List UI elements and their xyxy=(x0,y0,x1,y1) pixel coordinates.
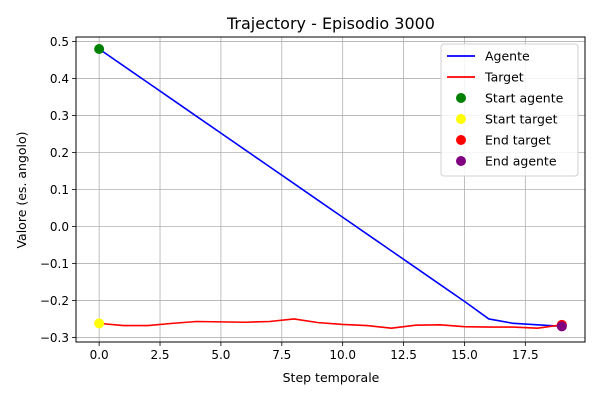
x-tick-label: 15.0 xyxy=(451,348,478,362)
legend-swatch-start-target xyxy=(456,114,466,124)
x-tick-label: 10.0 xyxy=(329,348,356,362)
x-tick-label: 0.0 xyxy=(90,348,109,362)
y-tick-label: 0.4 xyxy=(50,72,69,86)
y-tick-label: −0.3 xyxy=(40,331,69,345)
x-axis-ticks: 0.0 2.5 5.0 7.5 10.0 12.5 15.0 17.5 xyxy=(90,342,539,362)
marker-layer xyxy=(94,43,567,332)
legend-label-end-target: End target xyxy=(485,133,551,148)
y-axis-ticks: −0.3 −0.2 −0.1 0.0 0.1 0.2 0.3 0.4 0.5 xyxy=(40,35,76,345)
legend: Agente Target Start agente Start target End … xyxy=(440,43,579,177)
y-tick-label: 0.0 xyxy=(50,220,69,234)
y-tick-label: 0.1 xyxy=(50,183,69,197)
x-tick-label: 2.5 xyxy=(150,348,169,362)
legend-label-agente: Agente xyxy=(485,49,530,64)
series-line-agente xyxy=(98,48,562,328)
legend-label-start-target: Start target xyxy=(485,112,558,127)
x-tick-label: 17.5 xyxy=(512,348,539,362)
marker-start-agente xyxy=(94,43,105,54)
y-tick-label: 0.5 xyxy=(50,35,69,49)
legend-label-start-agente: Start agente xyxy=(485,91,564,106)
legend-label-end-agente: End agente xyxy=(485,154,557,169)
x-tick-label: 5.0 xyxy=(211,348,230,362)
y-tick-label: −0.2 xyxy=(40,294,69,308)
chart-title: Trajectory - Episodio 3000 xyxy=(226,14,435,33)
series-line-target xyxy=(99,318,562,329)
y-axis-label: Valore (es. angolo) xyxy=(14,131,29,248)
x-tick-label: 7.5 xyxy=(272,348,291,362)
legend-swatch-end-target xyxy=(456,135,466,145)
marker-end-agente xyxy=(556,321,567,332)
y-tick-label: −0.1 xyxy=(40,257,69,271)
y-tick-label: 0.3 xyxy=(50,109,69,123)
legend-box xyxy=(440,43,579,177)
legend-swatch-end-agente xyxy=(456,156,466,166)
series-layer xyxy=(98,48,562,329)
y-tick-label: 0.2 xyxy=(50,146,69,160)
legend-label-target: Target xyxy=(484,70,524,85)
x-axis-label: Step temporale xyxy=(283,370,380,385)
x-tick-label: 12.5 xyxy=(390,348,417,362)
marker-start-target xyxy=(94,318,105,329)
legend-swatch-start-agente xyxy=(456,93,466,103)
